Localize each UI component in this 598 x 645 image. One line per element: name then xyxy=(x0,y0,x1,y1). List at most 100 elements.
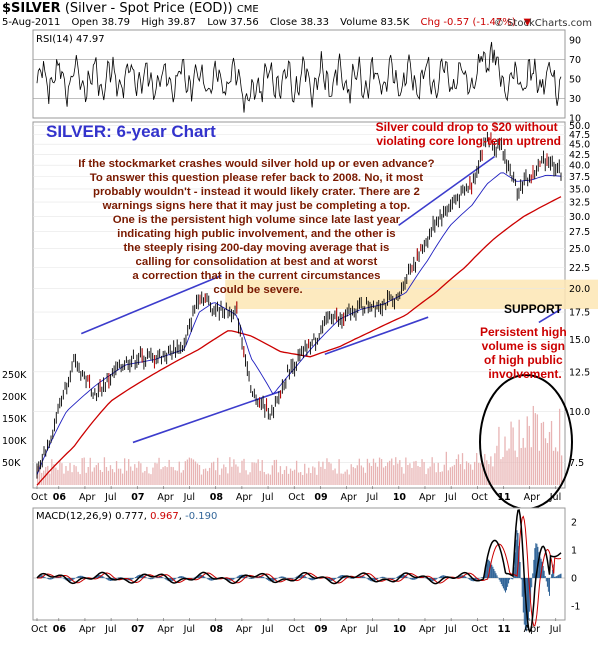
volume-bar xyxy=(397,463,399,485)
volume-bar xyxy=(49,473,51,485)
volume-bar xyxy=(101,471,104,485)
volume-bar xyxy=(99,469,102,485)
price-tick-label: 12.5 xyxy=(569,367,590,378)
volume-bar xyxy=(310,473,312,485)
volume-bar xyxy=(192,459,195,485)
volume-bar xyxy=(289,468,292,485)
price-tick-label: 37.5 xyxy=(569,172,590,183)
chart-header: $SILVER (Silver - Spot Price (EOD)) CME xyxy=(2,1,259,16)
volume-bar xyxy=(287,473,290,485)
volume-bar xyxy=(534,413,536,485)
volume-bar xyxy=(285,466,288,485)
volume-bar xyxy=(105,466,108,485)
price-tick-label: 47.5 xyxy=(569,130,590,141)
volume-bar xyxy=(348,474,350,485)
volume-bar xyxy=(330,463,332,485)
x-tick-label: 06 xyxy=(53,624,67,635)
x-tick-label: Apr xyxy=(157,492,174,503)
volume-bar xyxy=(83,457,85,485)
volume-bar xyxy=(431,457,433,485)
volume-bar xyxy=(196,463,199,485)
volume-bar xyxy=(358,458,360,485)
volume-bar xyxy=(55,467,57,485)
volume-bar xyxy=(210,462,213,485)
volume-bar xyxy=(546,443,549,485)
volume-bar xyxy=(152,467,154,485)
volume-bar xyxy=(227,473,229,485)
volume-bar xyxy=(362,467,365,485)
volume-bar xyxy=(229,457,231,485)
volume-tick-label: 250K xyxy=(2,370,27,381)
x-tick-label: Apr xyxy=(236,624,253,635)
volume-bar xyxy=(439,471,441,485)
volume-bar xyxy=(184,461,186,485)
volume-bar xyxy=(488,464,490,485)
x-tick-label: Apr xyxy=(524,624,541,635)
macd-tick-label: 0 xyxy=(571,574,577,585)
volume-bar xyxy=(265,474,267,485)
volume-bar xyxy=(138,461,140,485)
x-tick-label: Jul xyxy=(444,624,456,635)
volume-bar xyxy=(449,467,452,485)
volume-bar xyxy=(300,472,302,485)
volume-bar xyxy=(445,451,447,485)
x-tick-label: Apr xyxy=(524,492,541,503)
price-bars xyxy=(36,131,562,479)
volume-bar xyxy=(255,463,257,485)
stockcharts-credit: © StockCharts.com xyxy=(493,18,592,29)
volume-bar xyxy=(465,461,468,485)
volume-bar xyxy=(403,473,405,485)
volume-bar xyxy=(372,458,375,485)
volume-bar xyxy=(500,459,502,485)
rsi-tick-label: 10 xyxy=(569,114,581,125)
volume-bar xyxy=(552,450,555,485)
volume-bar xyxy=(542,421,545,485)
x-tick-label: 06 xyxy=(53,492,67,503)
volume-bar xyxy=(378,457,381,485)
volume-bar xyxy=(180,472,182,485)
x-tick-label: 11 xyxy=(497,624,510,635)
volume-bar xyxy=(328,462,330,485)
volume-bar xyxy=(516,457,518,485)
volume-bar xyxy=(530,447,532,485)
macd-label: MACD(12,26,9) 0.777, 0.967, -0.190 xyxy=(36,511,217,522)
volume-bar xyxy=(162,467,164,485)
volume-bar xyxy=(241,460,243,485)
volume-bar xyxy=(188,457,191,485)
volume-bar xyxy=(471,469,474,485)
rsi-tick-label: 90 xyxy=(569,35,581,46)
x-tick-label: Jul xyxy=(549,624,561,635)
volume-bar xyxy=(502,456,504,485)
volume-bar xyxy=(160,469,162,485)
volume-bar xyxy=(334,468,336,485)
volume-bar xyxy=(429,466,431,485)
volume-bar xyxy=(51,459,53,485)
volume-bar xyxy=(467,462,470,485)
volume-bar xyxy=(405,457,407,485)
volume-tick-label: 150K xyxy=(2,414,27,425)
volume-bar xyxy=(142,472,144,485)
volume-bar xyxy=(350,464,352,485)
volume-bar xyxy=(251,462,253,485)
volume-bar xyxy=(295,460,298,485)
volume-bar xyxy=(277,472,280,485)
volume-bar xyxy=(366,458,369,485)
volume-bar xyxy=(57,469,59,485)
volume-bar xyxy=(548,431,551,485)
volume-bar xyxy=(237,466,239,485)
volume-bar xyxy=(297,472,300,485)
volume-bar xyxy=(37,466,39,485)
volume-bar xyxy=(304,463,306,485)
macd-tick-label: -1 xyxy=(571,602,580,613)
x-tick-label: Jul xyxy=(183,492,195,503)
x-tick-label: Apr xyxy=(419,492,436,503)
price-tick-label: 42.5 xyxy=(569,150,590,161)
price-tick-label: 10.0 xyxy=(569,407,590,418)
volume-bar xyxy=(558,408,561,485)
x-tick-label: 08 xyxy=(210,492,224,503)
volume-tick-label: 200K xyxy=(2,392,27,403)
volume-bar xyxy=(204,468,207,485)
volume-bar xyxy=(550,420,553,485)
volume-bar xyxy=(340,473,342,485)
volume-bar xyxy=(178,461,180,485)
